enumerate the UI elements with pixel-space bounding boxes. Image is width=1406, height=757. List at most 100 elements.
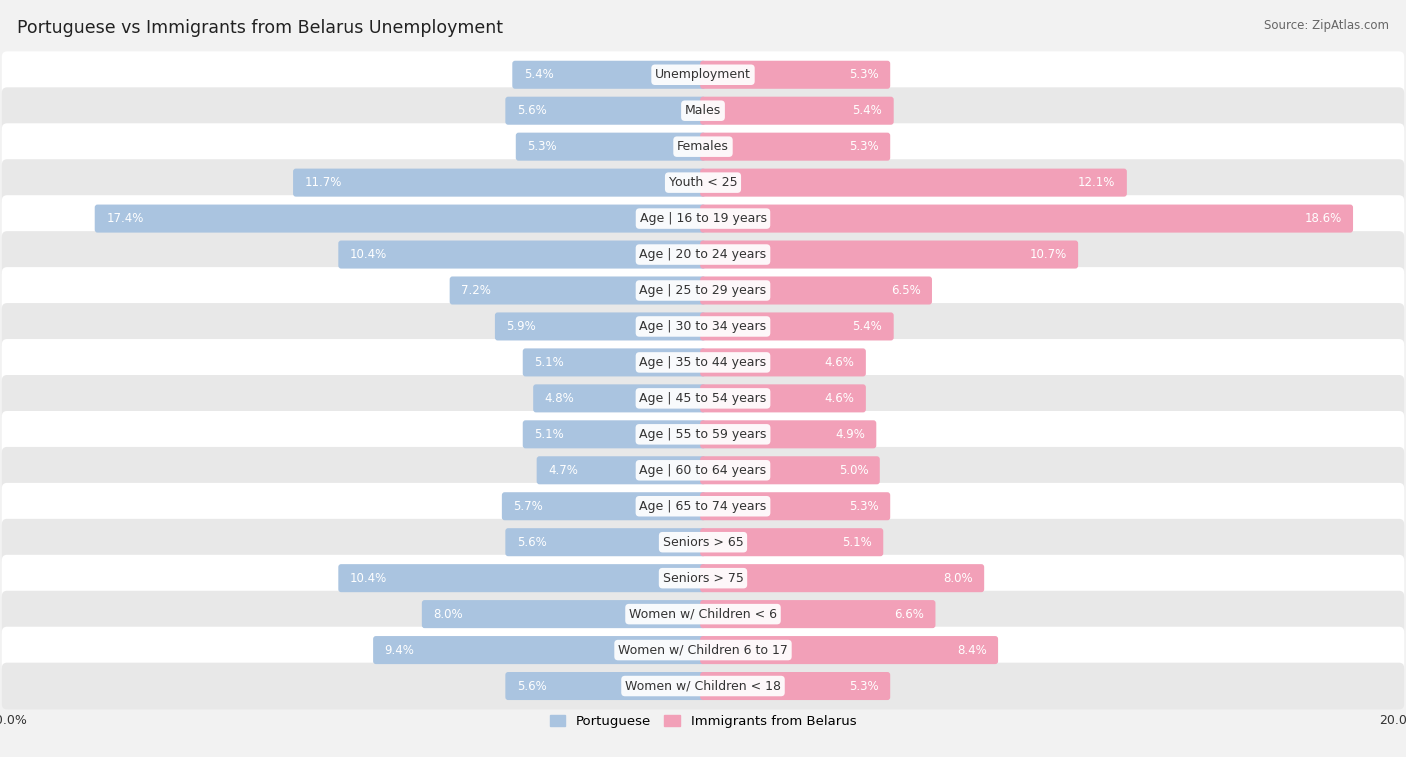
Text: Seniors > 65: Seniors > 65 bbox=[662, 536, 744, 549]
Legend: Portuguese, Immigrants from Belarus: Portuguese, Immigrants from Belarus bbox=[544, 709, 862, 733]
Text: 4.9%: 4.9% bbox=[835, 428, 865, 441]
Text: 10.4%: 10.4% bbox=[350, 248, 387, 261]
Text: Seniors > 75: Seniors > 75 bbox=[662, 572, 744, 584]
FancyBboxPatch shape bbox=[1, 195, 1405, 242]
FancyBboxPatch shape bbox=[1, 555, 1405, 602]
FancyBboxPatch shape bbox=[700, 276, 932, 304]
Text: Age | 55 to 59 years: Age | 55 to 59 years bbox=[640, 428, 766, 441]
FancyBboxPatch shape bbox=[502, 492, 706, 520]
Text: 8.0%: 8.0% bbox=[433, 608, 463, 621]
FancyBboxPatch shape bbox=[1, 519, 1405, 565]
FancyBboxPatch shape bbox=[1, 590, 1405, 637]
Text: 5.1%: 5.1% bbox=[534, 428, 564, 441]
FancyBboxPatch shape bbox=[700, 169, 1126, 197]
Text: 5.1%: 5.1% bbox=[842, 536, 872, 549]
Text: 8.0%: 8.0% bbox=[943, 572, 973, 584]
FancyBboxPatch shape bbox=[1, 51, 1405, 98]
FancyBboxPatch shape bbox=[700, 528, 883, 556]
Text: Females: Females bbox=[678, 140, 728, 153]
FancyBboxPatch shape bbox=[512, 61, 706, 89]
Text: 4.8%: 4.8% bbox=[544, 392, 575, 405]
Text: 5.6%: 5.6% bbox=[517, 536, 547, 549]
Text: Age | 30 to 34 years: Age | 30 to 34 years bbox=[640, 320, 766, 333]
Text: 11.7%: 11.7% bbox=[305, 176, 342, 189]
Text: 9.4%: 9.4% bbox=[385, 643, 415, 656]
FancyBboxPatch shape bbox=[94, 204, 706, 232]
FancyBboxPatch shape bbox=[700, 636, 998, 664]
FancyBboxPatch shape bbox=[537, 456, 706, 484]
Text: 18.6%: 18.6% bbox=[1305, 212, 1341, 225]
Text: 17.4%: 17.4% bbox=[107, 212, 143, 225]
Text: 5.6%: 5.6% bbox=[517, 104, 547, 117]
Text: Age | 60 to 64 years: Age | 60 to 64 years bbox=[640, 464, 766, 477]
FancyBboxPatch shape bbox=[700, 420, 876, 448]
FancyBboxPatch shape bbox=[700, 241, 1078, 269]
FancyBboxPatch shape bbox=[1, 123, 1405, 170]
FancyBboxPatch shape bbox=[700, 492, 890, 520]
FancyBboxPatch shape bbox=[700, 132, 890, 160]
FancyBboxPatch shape bbox=[700, 672, 890, 700]
Text: Youth < 25: Youth < 25 bbox=[669, 176, 737, 189]
Text: 5.7%: 5.7% bbox=[513, 500, 543, 512]
FancyBboxPatch shape bbox=[1, 662, 1405, 709]
Text: 6.5%: 6.5% bbox=[891, 284, 921, 297]
FancyBboxPatch shape bbox=[1, 87, 1405, 134]
Text: Age | 65 to 74 years: Age | 65 to 74 years bbox=[640, 500, 766, 512]
Text: 5.4%: 5.4% bbox=[524, 68, 554, 81]
Text: 6.6%: 6.6% bbox=[894, 608, 924, 621]
Text: 5.3%: 5.3% bbox=[849, 68, 879, 81]
FancyBboxPatch shape bbox=[700, 348, 866, 376]
FancyBboxPatch shape bbox=[505, 528, 706, 556]
Text: 12.1%: 12.1% bbox=[1078, 176, 1115, 189]
FancyBboxPatch shape bbox=[1, 267, 1405, 314]
FancyBboxPatch shape bbox=[700, 385, 866, 413]
Text: Women w/ Children < 18: Women w/ Children < 18 bbox=[626, 680, 780, 693]
FancyBboxPatch shape bbox=[700, 456, 880, 484]
Text: Women w/ Children 6 to 17: Women w/ Children 6 to 17 bbox=[619, 643, 787, 656]
Text: 7.2%: 7.2% bbox=[461, 284, 491, 297]
FancyBboxPatch shape bbox=[339, 241, 706, 269]
Text: 5.4%: 5.4% bbox=[852, 320, 882, 333]
Text: 5.3%: 5.3% bbox=[849, 140, 879, 153]
FancyBboxPatch shape bbox=[523, 420, 706, 448]
Text: 5.3%: 5.3% bbox=[527, 140, 557, 153]
FancyBboxPatch shape bbox=[700, 313, 894, 341]
Text: 5.6%: 5.6% bbox=[517, 680, 547, 693]
FancyBboxPatch shape bbox=[495, 313, 706, 341]
Text: 5.9%: 5.9% bbox=[506, 320, 536, 333]
Text: Age | 25 to 29 years: Age | 25 to 29 years bbox=[640, 284, 766, 297]
Text: 4.6%: 4.6% bbox=[824, 392, 855, 405]
FancyBboxPatch shape bbox=[700, 61, 890, 89]
FancyBboxPatch shape bbox=[700, 564, 984, 592]
FancyBboxPatch shape bbox=[1, 339, 1405, 386]
Text: 4.7%: 4.7% bbox=[548, 464, 578, 477]
FancyBboxPatch shape bbox=[1, 375, 1405, 422]
Text: 5.3%: 5.3% bbox=[849, 680, 879, 693]
FancyBboxPatch shape bbox=[339, 564, 706, 592]
Text: Source: ZipAtlas.com: Source: ZipAtlas.com bbox=[1264, 19, 1389, 32]
FancyBboxPatch shape bbox=[700, 600, 935, 628]
FancyBboxPatch shape bbox=[523, 348, 706, 376]
FancyBboxPatch shape bbox=[1, 303, 1405, 350]
FancyBboxPatch shape bbox=[373, 636, 706, 664]
Text: 5.4%: 5.4% bbox=[852, 104, 882, 117]
FancyBboxPatch shape bbox=[516, 132, 706, 160]
FancyBboxPatch shape bbox=[422, 600, 706, 628]
FancyBboxPatch shape bbox=[450, 276, 706, 304]
Text: 10.4%: 10.4% bbox=[350, 572, 387, 584]
FancyBboxPatch shape bbox=[1, 447, 1405, 494]
Text: Males: Males bbox=[685, 104, 721, 117]
Text: Portuguese vs Immigrants from Belarus Unemployment: Portuguese vs Immigrants from Belarus Un… bbox=[17, 19, 503, 37]
FancyBboxPatch shape bbox=[1, 627, 1405, 674]
Text: 5.3%: 5.3% bbox=[849, 500, 879, 512]
FancyBboxPatch shape bbox=[1, 411, 1405, 458]
Text: Age | 20 to 24 years: Age | 20 to 24 years bbox=[640, 248, 766, 261]
FancyBboxPatch shape bbox=[700, 97, 894, 125]
Text: 5.1%: 5.1% bbox=[534, 356, 564, 369]
FancyBboxPatch shape bbox=[505, 97, 706, 125]
Text: 8.4%: 8.4% bbox=[957, 643, 987, 656]
Text: Unemployment: Unemployment bbox=[655, 68, 751, 81]
Text: Age | 16 to 19 years: Age | 16 to 19 years bbox=[640, 212, 766, 225]
Text: Women w/ Children < 6: Women w/ Children < 6 bbox=[628, 608, 778, 621]
FancyBboxPatch shape bbox=[700, 204, 1353, 232]
